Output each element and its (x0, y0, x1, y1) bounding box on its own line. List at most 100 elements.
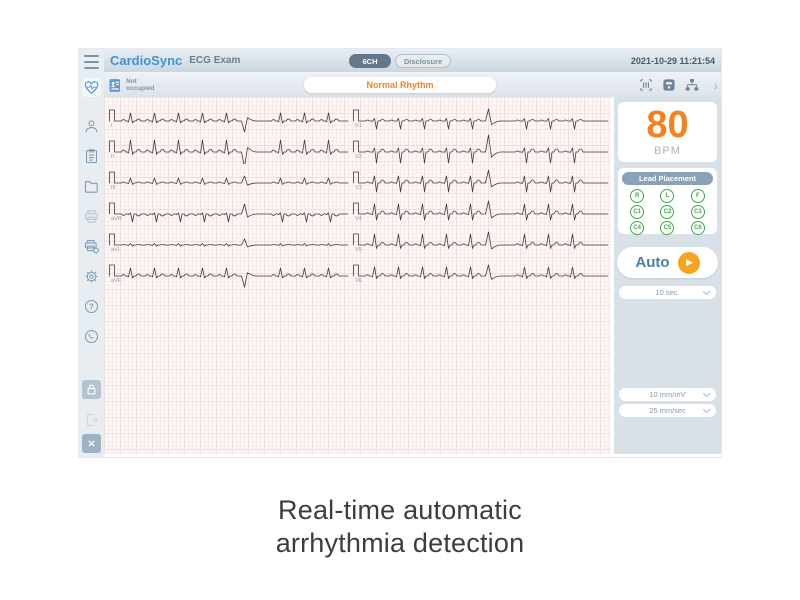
electrode-grid: R L F C1 C2 C3 C4 C5 C6 (622, 189, 713, 235)
help-icon: ? (84, 299, 99, 314)
device-icon[interactable] (661, 77, 677, 93)
main-content: I II III aVR aVL aVF V1 V2 V3 V4 V5 V6 80 BPM Lead… (104, 97, 721, 457)
ecg-trace-III: III (109, 164, 349, 195)
heart-rate-card: 80 BPM (618, 102, 717, 162)
electrode-C1: C1 (630, 205, 645, 219)
ecg-trace-aVR: aVR (109, 195, 349, 226)
lead-label: V6 (355, 278, 362, 284)
heart-ecg-icon (84, 81, 99, 95)
sidebar-item-close[interactable] (82, 434, 101, 453)
worklist-icon (86, 149, 97, 164)
chevron-down-icon (702, 392, 711, 398)
ecg-trace-aVF: aVF (109, 257, 349, 288)
sidebar-item-lock[interactable] (82, 380, 101, 399)
auto-record-button[interactable]: Auto ▶ (617, 247, 718, 278)
chevron-down-icon (702, 408, 711, 414)
barcode-scan-icon[interactable] (638, 77, 654, 93)
phone-icon (84, 329, 99, 344)
app-name: CardioSync (110, 53, 183, 68)
bpm-value: 80 (646, 104, 689, 146)
ecg-trace-I: I (109, 102, 349, 133)
electrode-C4: C4 (630, 221, 645, 235)
folder-icon (84, 181, 98, 193)
sidebar-item-logout[interactable] (82, 410, 101, 429)
lead-label: II (111, 154, 115, 160)
gear-icon (85, 270, 98, 283)
logout-icon (86, 413, 98, 426)
close-icon (88, 440, 95, 447)
duration-select[interactable]: 10 sec. (619, 286, 716, 299)
svg-text:?: ? (89, 302, 94, 311)
occupancy-label: Not occupied (126, 77, 155, 92)
bpm-unit: BPM (654, 145, 681, 157)
ecg-limb-leads-column: I II III aVR aVL aVF (109, 102, 349, 288)
channel-button[interactable]: 6CH (349, 54, 391, 68)
lead-label: aVR (111, 216, 122, 222)
lead-label: aVF (111, 278, 122, 284)
sidebar-item-files[interactable] (82, 177, 101, 196)
sidebar-item-worklist[interactable] (82, 147, 101, 166)
caption-line2: arrhythmia detection (275, 528, 525, 559)
duration-value: 10 sec. (655, 288, 680, 297)
sidebar-item-patient[interactable] (82, 117, 101, 136)
sidebar-item-help[interactable]: ? (82, 297, 101, 316)
speed-value: 25 mm/sec (649, 406, 686, 415)
person-icon (85, 120, 98, 133)
timestamp: 2021-10-29 11:21:54 (630, 55, 715, 66)
control-panel: 80 BPM Lead Placement R L F C1 C2 C3 C4 C5 C6 Au… (614, 97, 721, 454)
electrode-R: R (630, 189, 645, 203)
ecg-trace-V5: V5 (353, 226, 609, 257)
expand-chevron-icon[interactable]: › (713, 77, 718, 93)
patient-card-icon (109, 78, 120, 92)
sidebar-item-contact[interactable] (82, 327, 101, 346)
lead-label: V1 (355, 123, 362, 129)
lead-label: aVL (111, 247, 121, 253)
lead-placement-title: Lead Placement (622, 172, 713, 185)
electrode-C6: C6 (690, 221, 705, 235)
ecg-chest-leads-column: V1 V2 V3 V4 V5 V6 (353, 102, 609, 288)
status-bar: Not occupied Normal Rhythm (104, 73, 721, 97)
app-window: ? (78, 48, 722, 458)
lead-label: V2 (355, 154, 362, 160)
caption: Real-time automatic arrhythmia detection (0, 494, 800, 561)
auto-label: Auto (635, 254, 670, 271)
gain-value: 10 mm/mV (649, 390, 686, 399)
printer-icon (85, 210, 98, 223)
menu-icon[interactable] (84, 55, 99, 69)
electrode-C2: C2 (660, 205, 675, 219)
sidebar-item-print[interactable] (82, 207, 101, 226)
rhythm-status-badge: Normal Rhythm (304, 77, 496, 93)
sidebar-item-settings[interactable] (82, 267, 101, 286)
speed-select[interactable]: 25 mm/sec (619, 404, 716, 417)
electrode-L: L (660, 189, 675, 203)
titlebar: CardioSync ECG Exam 6CH Disclosure 2021-… (104, 49, 721, 73)
chevron-down-icon (702, 290, 711, 296)
occupancy-status: Not occupied (108, 78, 160, 93)
ecg-trace-V3: V3 (353, 164, 609, 195)
lead-label: III (111, 185, 116, 191)
ecg-trace-aVL: aVL (109, 226, 349, 257)
ecg-trace-V1: V1 (353, 102, 609, 133)
gain-select[interactable]: 10 mm/mV (619, 388, 716, 401)
ecg-trace-II: II (109, 133, 349, 164)
ecg-trace-V6: V6 (353, 257, 609, 288)
ecg-trace-V4: V4 (353, 195, 609, 226)
sidebar-item-ecg[interactable] (82, 78, 101, 97)
electrode-C5: C5 (660, 221, 675, 235)
lock-icon (87, 384, 96, 395)
disclosure-button[interactable]: Disclosure (395, 54, 451, 68)
exam-title: ECG Exam (189, 55, 241, 66)
caption-line1: Real-time automatic (278, 495, 522, 525)
electrode-C3: C3 (690, 205, 705, 219)
lead-label: V5 (355, 247, 362, 253)
sidebar-item-print-settings[interactable] (82, 237, 101, 256)
lead-label: I (111, 123, 113, 129)
ecg-trace-V2: V2 (353, 133, 609, 164)
sidebar: ? (79, 49, 104, 457)
electrode-F: F (690, 189, 705, 203)
ecg-chart-area: I II III aVR aVL aVF V1 V2 V3 V4 V5 V6 (104, 97, 611, 454)
network-icon[interactable] (684, 77, 700, 93)
lead-placement-card: Lead Placement R L F C1 C2 C3 C4 C5 C6 (618, 168, 717, 235)
lead-label: V3 (355, 185, 362, 191)
